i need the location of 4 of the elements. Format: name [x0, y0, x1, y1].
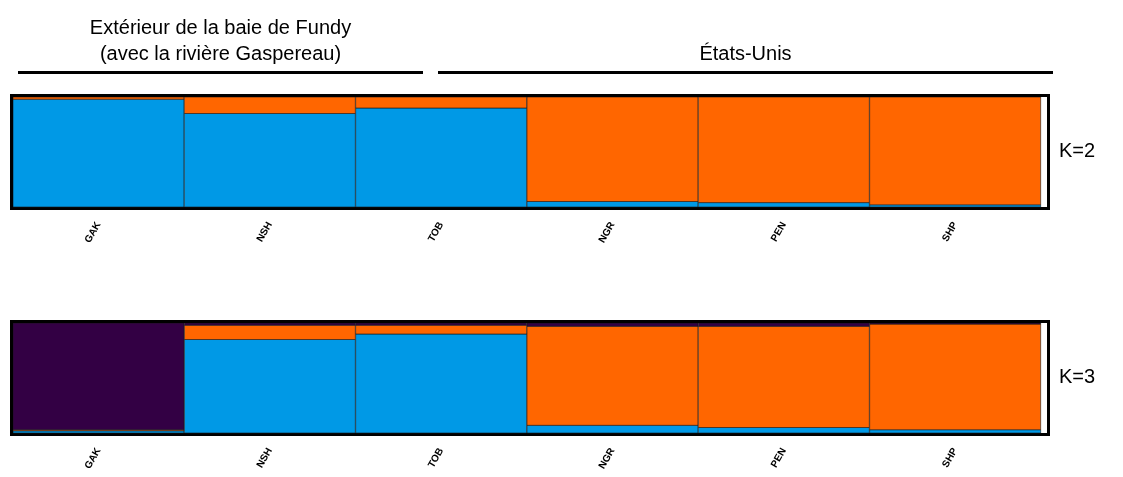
text: États-Unis: [698, 41, 793, 66]
text: K=2: [1059, 139, 1096, 162]
text: Extérieur de la baie de Fundy (avec la rivière Gaspereau): [88, 15, 353, 66]
text: K=3: [1059, 365, 1096, 388]
